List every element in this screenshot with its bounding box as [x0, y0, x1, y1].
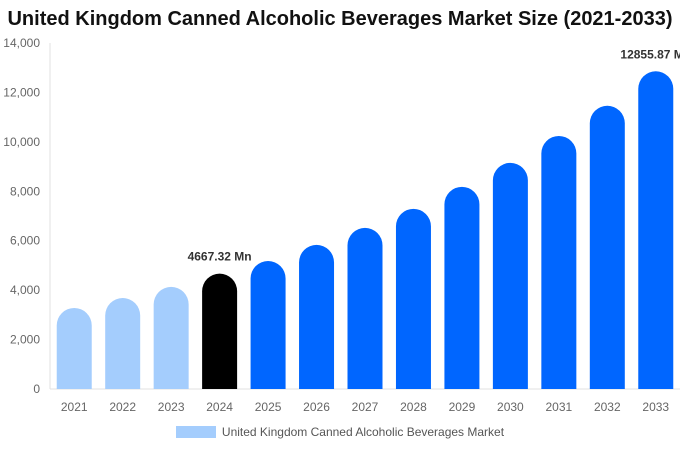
- y-tick-label: 6,000: [10, 234, 40, 248]
- bar-2031: [541, 135, 577, 389]
- bar-2027: [347, 227, 383, 389]
- legend-label: United Kingdom Canned Alcoholic Beverage…: [221, 425, 505, 439]
- y-tick-label: 8,000: [10, 184, 40, 198]
- y-tick-label: 12,000: [3, 85, 40, 99]
- x-tick-label: 2027: [352, 400, 379, 414]
- bar-2028: [395, 208, 431, 389]
- bar-2022: [105, 298, 141, 389]
- bar-2030: [492, 162, 528, 389]
- bar-2026: [299, 244, 335, 389]
- bar-2025: [250, 260, 286, 389]
- bar-2024: [202, 273, 238, 389]
- x-tick-label: 2030: [497, 400, 524, 414]
- y-tick-label: 0: [33, 382, 40, 396]
- bar-2023: [153, 286, 189, 389]
- y-tick-label: 2,000: [10, 333, 40, 347]
- x-tick-label: 2028: [400, 400, 427, 414]
- x-tick-label: 2024: [206, 400, 233, 414]
- chart-title: United Kingdom Canned Alcoholic Beverage…: [7, 8, 673, 30]
- x-tick-label: 2032: [594, 400, 621, 414]
- x-tick-label: 2025: [255, 400, 282, 414]
- x-tick-label: 2029: [449, 400, 476, 414]
- legend-swatch: [175, 426, 216, 438]
- data-label: 4667.32 Mn: [188, 250, 252, 264]
- y-tick-label: 4,000: [10, 283, 40, 297]
- bar-2033: [638, 71, 674, 389]
- y-tick-label: 10,000: [3, 135, 40, 149]
- x-tick-label: 2023: [158, 400, 185, 414]
- x-tick-label: 2033: [642, 400, 669, 414]
- x-tick-label: 2031: [545, 400, 572, 414]
- bar-2029: [444, 186, 480, 389]
- data-label: 12855.87 Mn: [620, 47, 680, 61]
- bar-2032: [589, 105, 625, 389]
- x-tick-label: 2021: [61, 400, 88, 414]
- bar-2021: [56, 307, 92, 389]
- y-tick-label: 14,000: [3, 36, 40, 50]
- x-tick-label: 2026: [303, 400, 330, 414]
- x-tick-label: 2022: [109, 400, 136, 414]
- legend: United Kingdom Canned Alcoholic Beverage…: [0, 425, 680, 439]
